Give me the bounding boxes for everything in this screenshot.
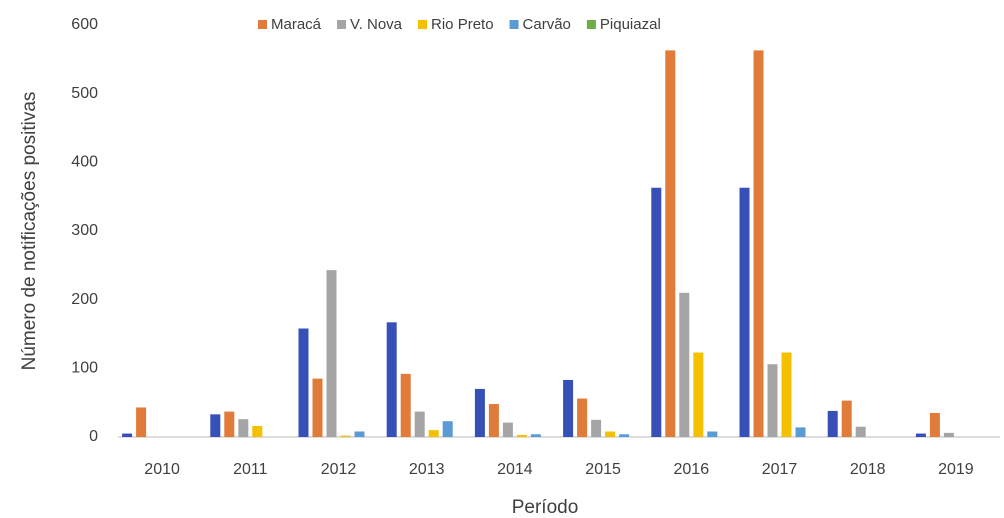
x-tick-label: 2015	[585, 461, 621, 478]
x-tick-label: 2012	[321, 461, 357, 478]
bar	[605, 431, 616, 437]
bar	[753, 50, 764, 437]
bar	[488, 404, 499, 437]
bar	[312, 378, 323, 437]
bar	[915, 433, 926, 437]
bar	[340, 435, 351, 437]
bar	[591, 419, 602, 437]
bar	[679, 292, 690, 437]
bar	[238, 419, 249, 437]
bar	[442, 421, 453, 437]
x-axis-title: Período	[512, 497, 579, 518]
legend-swatch	[509, 20, 519, 29]
legend-label: Maracá	[271, 16, 322, 33]
bar	[400, 373, 411, 437]
y-tick-label: 400	[71, 154, 98, 171]
bar	[665, 50, 676, 437]
bar	[386, 322, 397, 437]
legend-swatch	[418, 20, 428, 29]
bar	[827, 410, 838, 437]
bar	[252, 426, 263, 437]
bar	[474, 388, 485, 437]
bar	[414, 411, 425, 437]
bar	[943, 432, 954, 437]
bar	[577, 398, 588, 437]
bar	[210, 414, 221, 437]
legend-label: V. Nova	[350, 16, 403, 33]
legend-swatch	[258, 20, 267, 29]
bar	[841, 400, 852, 437]
bar	[563, 380, 574, 437]
y-tick-label: 500	[71, 85, 98, 102]
x-tick-label: 2013	[409, 461, 445, 478]
x-tick-label: 2014	[497, 461, 533, 478]
x-tick-label: 2017	[762, 461, 798, 478]
legend-swatch	[337, 20, 347, 29]
x-tick-label: 2019	[938, 461, 974, 478]
legend-label: Carvão	[523, 16, 571, 33]
bar	[693, 352, 704, 437]
x-tick-label: 2016	[674, 461, 710, 478]
bar	[929, 412, 940, 437]
y-tick-label: 300	[71, 222, 98, 239]
y-tick-label: 100	[71, 360, 98, 377]
bar	[136, 407, 147, 437]
y-tick-label: 0	[89, 428, 98, 445]
bar	[707, 431, 718, 437]
bar	[298, 328, 309, 437]
legend-label: Piquiazal	[600, 16, 661, 33]
bar	[855, 426, 866, 437]
legend-label: Rio Preto	[431, 16, 494, 33]
bar	[354, 431, 365, 437]
bar	[781, 352, 792, 437]
bar	[428, 430, 439, 437]
bar	[326, 270, 337, 437]
bar	[767, 364, 778, 437]
x-tick-label: 2018	[850, 461, 886, 478]
bar	[619, 434, 630, 437]
bar	[502, 422, 513, 437]
x-tick-label: 2011	[233, 461, 268, 478]
x-tick-label: 2010	[144, 461, 180, 478]
bar	[651, 187, 662, 437]
y-axis-title: Número de notificações positivas	[19, 92, 40, 371]
bar	[530, 434, 541, 437]
legend-swatch	[586, 20, 596, 29]
y-tick-label: 200	[71, 291, 98, 308]
bar	[224, 411, 235, 437]
y-tick-label: 600	[71, 16, 98, 33]
bar	[795, 427, 806, 437]
bar	[516, 434, 527, 437]
bar	[122, 433, 133, 437]
bar	[739, 187, 750, 437]
